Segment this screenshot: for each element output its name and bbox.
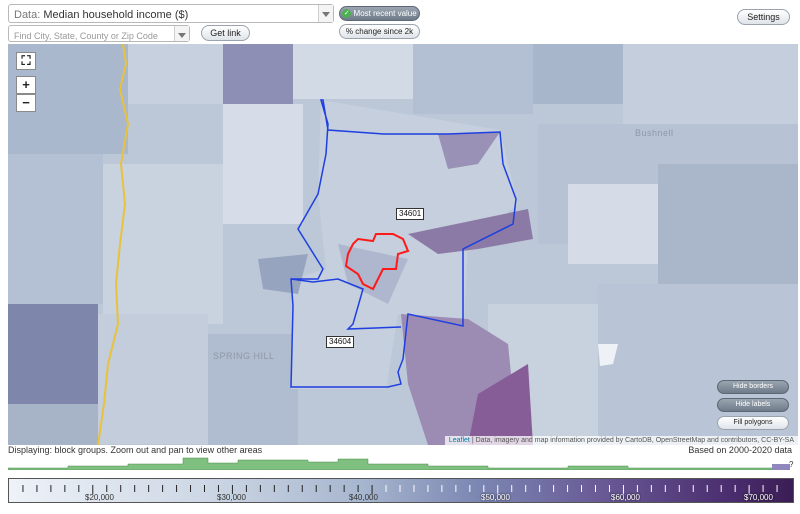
zoom-out-button[interactable]: −	[16, 94, 36, 112]
hide-labels-button[interactable]: Hide labels	[717, 398, 789, 412]
zip-label: 34601	[396, 208, 425, 220]
location-search-input[interactable]: Find City, State, County or Zip Code	[8, 25, 190, 42]
based-on-text: Based on 2000-2020 data	[688, 445, 792, 455]
leaflet-link[interactable]: Leaflet	[448, 437, 470, 444]
hide-borders-button[interactable]: Hide borders	[717, 380, 789, 394]
data-select-label: Data: Median household income ($)	[14, 9, 189, 21]
map-attribution: Leaflet | Data, imagery and map informat…	[444, 436, 798, 445]
settings-button[interactable]: Settings	[737, 9, 790, 25]
fill-polygons-button[interactable]: Fill polygons	[717, 416, 789, 430]
chevron-down-icon	[174, 26, 189, 41]
place-label-bushnell: Bushnell	[635, 128, 674, 138]
place-label-spring-hill: SPRING HILL	[213, 351, 275, 361]
get-link-button[interactable]: Get link	[201, 25, 250, 41]
legend-tick-label: $30,000	[217, 493, 246, 502]
chevron-down-icon	[318, 5, 333, 22]
histogram-help-icon[interactable]: ?	[789, 460, 794, 469]
top-controls: Data: Median household income ($) Find C…	[0, 0, 800, 44]
legend-tick-label: $60,000	[611, 493, 640, 502]
legend-scale: $20,000 $30,000 $40,000 $50,000 $60,000 …	[8, 478, 794, 503]
map-canvas[interactable]: ⛶ + − Bushnell SPRING HILL 34601 34604 H…	[8, 44, 798, 445]
most-recent-value-button[interactable]: ✓ Most recent value	[339, 6, 420, 21]
most-recent-label: Most recent value	[353, 9, 417, 18]
data-select[interactable]: Data: Median household income ($)	[8, 4, 334, 23]
fit-extent-button[interactable]: ⛶	[16, 52, 36, 70]
legend-tick-label: $50,000	[481, 493, 510, 502]
zoom-in-button[interactable]: +	[16, 76, 36, 94]
check-icon: ✓	[342, 9, 352, 19]
legend-tick-label: $20,000	[85, 493, 114, 502]
attribution-text: | Data, imagery and map information prov…	[469, 437, 794, 444]
zip-label: 34604	[326, 336, 355, 348]
legend-tick-label: $70,000	[744, 493, 773, 502]
legend-tick-label: $40,000	[349, 493, 378, 502]
legend-ticks	[22, 485, 778, 494]
choropleth-map	[8, 44, 798, 445]
percent-change-button[interactable]: % change since 2k	[339, 24, 420, 39]
search-placeholder: Find City, State, County or Zip Code	[14, 31, 158, 41]
income-histogram	[8, 457, 790, 470]
displaying-status: Displaying: block groups. Zoom out and p…	[8, 445, 263, 455]
